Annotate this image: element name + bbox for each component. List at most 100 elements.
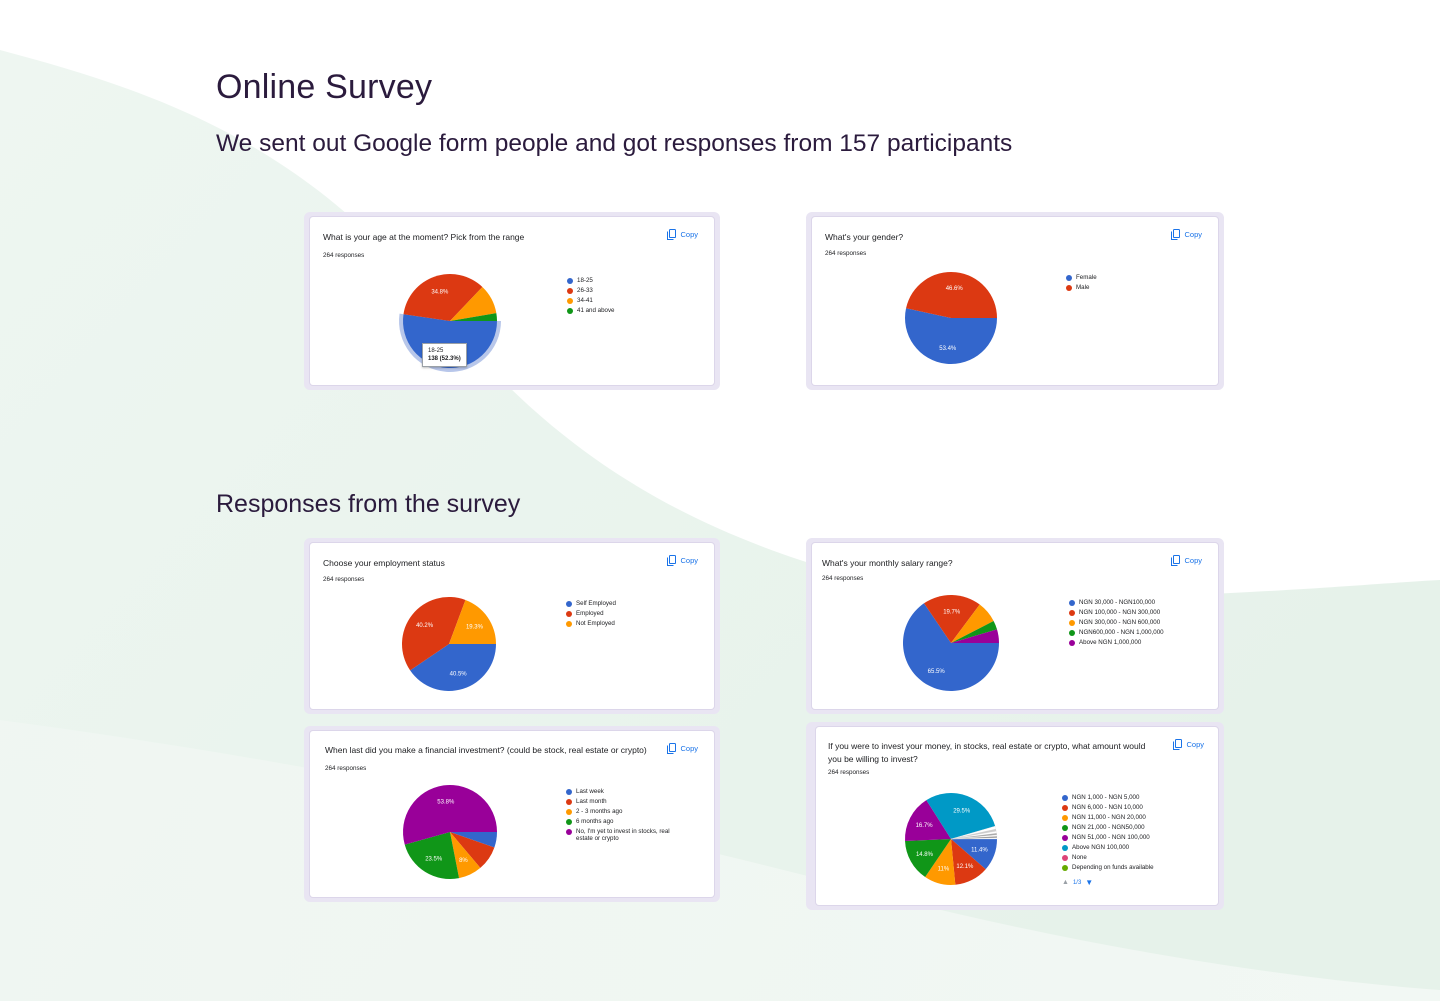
pie-slice[interactable] bbox=[905, 308, 997, 364]
pie-slice[interactable] bbox=[950, 834, 998, 840]
pie-slice[interactable] bbox=[950, 837, 998, 840]
legend-item: 26-33 bbox=[567, 287, 615, 297]
pie-chart-investment-amount[interactable]: 11.4% 12.1% 11% 14.8% 16.7% 29.5% bbox=[904, 793, 998, 887]
pie-slice[interactable] bbox=[951, 833, 997, 839]
legend-label: 18-25 bbox=[577, 277, 593, 284]
copy-button[interactable]: Copy bbox=[667, 555, 698, 566]
slice-percentage-label: 53.8% bbox=[437, 799, 455, 805]
legend-dot-icon bbox=[1062, 864, 1068, 871]
legend-label: No, I'm yet to invest in stocks, real es… bbox=[576, 828, 670, 842]
pie-slice[interactable] bbox=[450, 832, 497, 848]
pie-slice[interactable] bbox=[903, 603, 999, 691]
legend-label: Depending on funds available bbox=[1072, 864, 1154, 871]
copy-button[interactable]: Copy bbox=[1171, 229, 1202, 240]
slice-percentage-label: 23.5% bbox=[425, 856, 443, 862]
pie-slice[interactable] bbox=[450, 832, 481, 879]
copy-button-label: Copy bbox=[1184, 556, 1202, 565]
pie-slice[interactable] bbox=[404, 832, 460, 879]
legend-dot-icon bbox=[1062, 854, 1068, 861]
pie-slice[interactable] bbox=[402, 597, 466, 671]
slice-percentage-label: 40.2% bbox=[416, 623, 434, 629]
copy-icon bbox=[667, 555, 677, 566]
legend-dot-icon bbox=[1069, 609, 1075, 616]
pie-slice[interactable] bbox=[450, 286, 497, 321]
pie-slice[interactable] bbox=[924, 595, 980, 643]
pie-chart-investment-time[interactable]: 8% 23.5% 53.8% bbox=[403, 785, 497, 879]
pie-slice[interactable] bbox=[950, 825, 997, 840]
legend-label: NGN 300,000 - NGN 600,000 bbox=[1079, 619, 1161, 626]
legend-item: Not Employed bbox=[566, 620, 616, 630]
section-title: Responses from the survey bbox=[216, 490, 521, 518]
pie-slice[interactable] bbox=[950, 831, 997, 840]
pie-slice[interactable] bbox=[403, 785, 497, 845]
pie-slice[interactable] bbox=[951, 839, 997, 870]
copy-button-label: Copy bbox=[680, 230, 698, 239]
pie-chart-gender[interactable]: 53.4% 46.6% bbox=[904, 271, 998, 365]
response-count: 264 responses bbox=[325, 765, 367, 772]
legend-dot-icon bbox=[567, 297, 573, 304]
legend-label: NGN 51,000 - NGN 100,000 bbox=[1072, 834, 1150, 841]
legend-item: 18-25 bbox=[567, 277, 615, 287]
legend-employment: Self Employed Employed Not Employed bbox=[566, 600, 616, 630]
pie-slice[interactable] bbox=[905, 839, 951, 878]
chart-card-gender: What's your gender? 264 responses Copy 5… bbox=[806, 212, 1224, 390]
copy-button[interactable]: Copy bbox=[1173, 739, 1204, 750]
pie-slice[interactable] bbox=[951, 604, 994, 643]
copy-button[interactable]: Copy bbox=[1171, 555, 1202, 566]
copy-icon bbox=[1171, 229, 1181, 240]
pager-up-icon[interactable]: ▲ bbox=[1062, 879, 1069, 886]
legend-item: Above NGN 1,000,000 bbox=[1069, 639, 1164, 649]
legend-item: 41 and above bbox=[567, 307, 615, 317]
pie-slice[interactable] bbox=[905, 800, 951, 842]
pie-slice[interactable] bbox=[951, 828, 997, 839]
legend-item: NGN600,000 - NGN 1,000,000 bbox=[1069, 629, 1164, 639]
legend-label: NGN 11,000 - NGN 20,000 bbox=[1072, 814, 1146, 821]
question-title: What is your age at the moment? Pick fro… bbox=[323, 232, 525, 242]
pie-slice[interactable] bbox=[450, 832, 495, 868]
legend-label: Not Employed bbox=[576, 620, 615, 627]
copy-icon bbox=[667, 229, 677, 240]
legend-item: NGN 100,000 - NGN 300,000 bbox=[1069, 609, 1164, 619]
legend-item: Employed bbox=[566, 610, 616, 620]
legend-item: NGN 21,000 - NGN50,000 bbox=[1062, 824, 1154, 834]
copy-button[interactable]: Copy bbox=[667, 743, 698, 754]
legend-dot-icon bbox=[1062, 804, 1068, 811]
pie-chart-salary[interactable]: 65.5% 19.7% bbox=[903, 595, 999, 691]
legend-label: 34-41 bbox=[577, 297, 593, 304]
pie-slice[interactable] bbox=[951, 620, 998, 643]
pie-slice[interactable] bbox=[926, 793, 996, 839]
legend-dot-icon bbox=[1069, 629, 1075, 636]
copy-button-label: Copy bbox=[1186, 740, 1204, 749]
legend-dot-icon bbox=[566, 600, 572, 607]
pie-slice[interactable] bbox=[906, 272, 997, 318]
pie-slice[interactable] bbox=[449, 599, 496, 644]
legend-item: No, I'm yet to invest in stocks, real es… bbox=[566, 828, 676, 845]
copy-icon bbox=[1171, 555, 1181, 566]
legend-dot-icon bbox=[567, 307, 573, 314]
legend-item: 6 months ago bbox=[566, 818, 676, 828]
pie-slice[interactable] bbox=[410, 644, 496, 691]
pie-slice[interactable] bbox=[951, 836, 997, 839]
pie-slice[interactable] bbox=[951, 629, 999, 643]
legend-dot-icon bbox=[1062, 814, 1068, 821]
pie-slice[interactable] bbox=[450, 313, 497, 321]
response-count: 264 responses bbox=[825, 250, 867, 257]
copy-button[interactable]: Copy bbox=[667, 229, 698, 240]
legend-label: NGN 1,000 - NGN 5,000 bbox=[1072, 794, 1140, 801]
legend-item: Depending on funds available bbox=[1062, 864, 1154, 874]
chart-card-investment-time: When last did you make a financial inves… bbox=[304, 726, 720, 902]
slice-percentage-label: 8% bbox=[459, 858, 468, 864]
pie-slice[interactable] bbox=[951, 839, 986, 885]
question-title: When last did you make a financial inves… bbox=[325, 745, 647, 755]
chart-card-employment: Choose your employment status 264 respon… bbox=[304, 538, 720, 714]
legend-label: NGN 100,000 - NGN 300,000 bbox=[1079, 609, 1161, 616]
legend-pager[interactable]: ▲ 1/3 ▼ bbox=[1062, 878, 1093, 887]
pie-chart-employment[interactable]: 40.5% 40.2% 19.3% bbox=[402, 597, 496, 691]
pager-down-icon[interactable]: ▼ bbox=[1085, 878, 1094, 887]
copy-button-label: Copy bbox=[680, 744, 698, 753]
pie-slice[interactable] bbox=[925, 839, 956, 885]
legend-dot-icon bbox=[566, 818, 572, 825]
pie-slice[interactable] bbox=[403, 274, 483, 321]
legend-label: 6 months ago bbox=[576, 818, 614, 825]
response-count: 264 responses bbox=[323, 576, 365, 583]
